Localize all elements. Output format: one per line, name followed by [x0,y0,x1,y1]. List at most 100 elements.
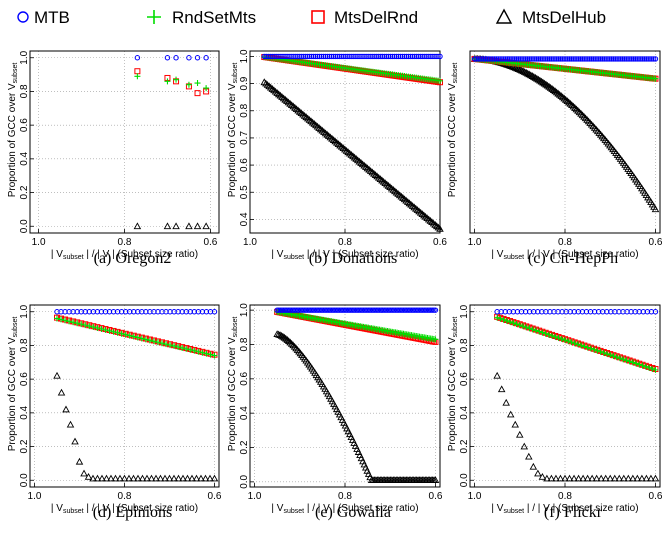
point-mtsdelhub [89,474,97,482]
point-mtsdelhub [134,474,142,482]
point-mtsdelhub [538,472,547,480]
y-tick-label: 0.2 [19,439,30,453]
point-mtsdelhub [277,331,286,339]
y-axis-label-main: Proportion of GCC over V [447,337,458,451]
y-axis-label: Proportion of GCC over Vsubset [7,317,19,452]
point-rndsetmts [146,337,153,344]
point-mtsdelhub [206,474,214,482]
y-tick-label: 0.0 [19,473,30,487]
point-rndsetmts [171,343,178,350]
point-mtsdelhub [84,472,93,480]
point-mtsdelhub [334,140,343,147]
point-rndsetmts [620,356,627,363]
y-tick-label: 1.0 [19,304,30,318]
point-mtsdelhub [313,122,322,130]
point-mtb [173,55,179,61]
point-rndsetmts [649,365,656,372]
point-mtsdelhub [284,98,293,106]
point-mtsdelhub [520,442,529,450]
point-mtsdelhub [350,153,359,161]
point-mtsdelhub [583,474,592,482]
point-mtb [634,56,640,62]
point-mtsdelhub [342,146,351,154]
point-rndsetmts [636,361,643,368]
y-axis-label-sub: subset [452,63,459,84]
series-mtb [134,55,209,61]
point-mtsdelhub [360,161,368,169]
point-rndsetmts [558,335,565,342]
y-axis-label: Proportion of GCC over Vsubset [7,63,19,198]
point-mtb [493,56,500,62]
point-mtb [625,56,631,62]
point-mtsdelhub [523,69,532,77]
point-mtsdelhub [493,371,501,379]
x-tick-label: 0.6 [649,237,663,248]
legend-item-rndsetmts: RndSetMts [147,8,256,27]
series-mtb [54,309,218,315]
point-mtsdelhub [543,474,551,482]
y-tick-label: 0.6 [19,372,30,386]
x-tick-label: 0.8 [338,491,352,502]
panel-caption: (f) Flickr [544,504,603,521]
point-rndsetmts [600,349,607,356]
x-axis-label-sub: subset [283,254,304,261]
point-rndsetmts [571,340,578,347]
point-mtsdelhub [290,342,299,350]
point-mtsdelhub [268,85,277,92]
y-tick-label: 1.0 [459,304,470,318]
point-rndsetmts [591,346,598,353]
point-mtsdelhub [592,125,600,133]
point-mtsdelhub [563,97,572,104]
point-mtb [643,56,650,62]
point-mtsdelhub [633,474,642,482]
point-mtb [502,56,509,62]
point-mtsdelhub [329,136,338,143]
panel-2: 1.0 0.8 0.60.40.50.60.70.80.91.0Proportion… [227,49,447,267]
x-tick-label: 0.8 [338,237,352,248]
point-mtsdelhub [107,474,115,482]
point-mtsdelhub [284,337,293,345]
point-mtsdelhub [592,474,601,482]
point-mtsdelhub [400,195,409,203]
point-mtsdelhub [365,165,373,173]
point-mtsdelhub [297,109,306,117]
point-mtsdelhub [413,206,422,213]
point-mtsdelhub [642,474,651,482]
point-mtb [546,56,553,62]
point-mtsdelhub [295,107,304,115]
point-rndsetmts [497,315,504,322]
point-mtsdelhub [620,474,628,482]
y-tick-label: 0.2 [239,440,250,454]
point-mtsdelhub [651,474,660,482]
point-mtb [618,56,624,62]
point-mtsdelhub [133,222,142,230]
point-mtb [577,56,584,62]
point-mtsdelhub [381,179,389,187]
point-mtsdelhub [349,152,357,160]
point-mtsdelhub [568,101,576,109]
point-mtsdelhub [584,117,593,125]
x-axis-label-post: | / | V | (Subset size ratio) [84,503,199,514]
y-axis-label-main: Proportion of GCC over V [447,83,458,197]
legend-marker-mtsdelhub [495,8,513,24]
point-rndsetmts [604,350,611,357]
point-mtb [548,56,554,62]
y-tick-label: 0.0 [239,474,250,488]
y-tick-label: 0.8 [19,84,30,98]
point-mtb [186,55,192,61]
point-rndsetmts [86,323,93,330]
point-mtsdelhub [583,115,591,123]
point-mtsdelhub [286,338,294,346]
series-mtb [494,309,659,315]
series-mtsdelhub [260,78,444,232]
point-mtsdelhub [202,222,210,230]
point-mtsdelhub [392,188,401,196]
point-mtb [596,56,602,62]
point-mtb [572,56,578,62]
point-mtsdelhub [549,86,558,93]
x-axis-label: | Vsubset | / | V | (Subset size ratio) [51,503,198,515]
point-rndsetmts [102,326,109,333]
point-mtsdelhub [331,137,339,145]
point-mtsdelhub [300,111,309,119]
